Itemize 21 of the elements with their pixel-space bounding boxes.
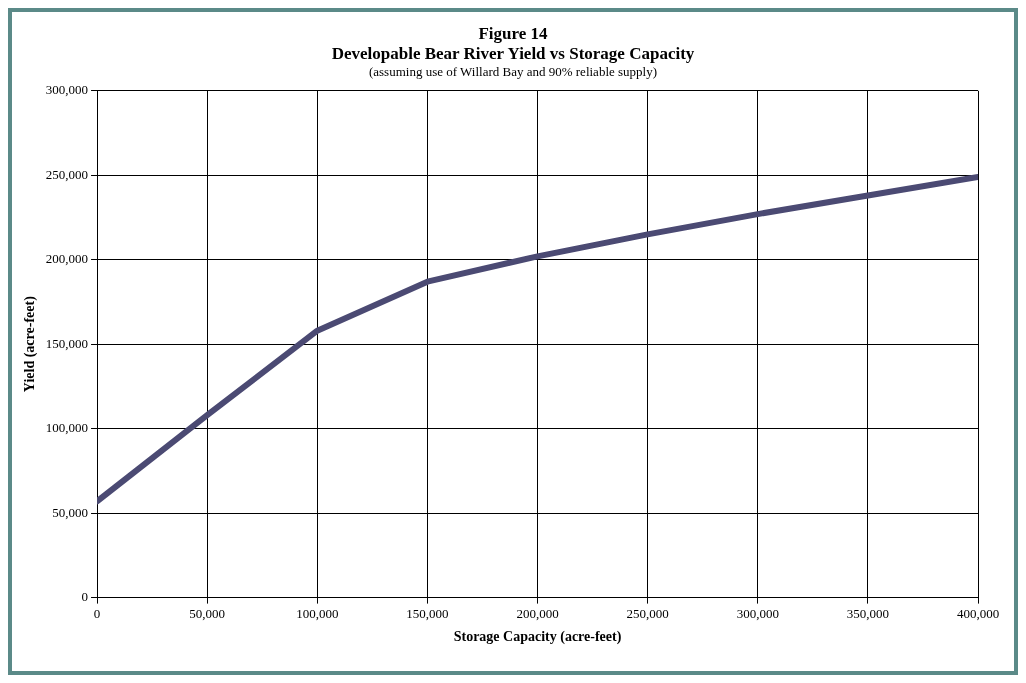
chart-title: Figure 14 (477, 24, 549, 44)
x-axis-title: Storage Capacity (acre-feet) (453, 629, 622, 646)
y-tick-label: 0 (81, 589, 89, 605)
x-tick-label: 250,000 (626, 605, 669, 621)
text: (assuming use of Willard Bay and 90% reliable supply) (367, 64, 659, 80)
x-tick-label: 150,000 (406, 605, 449, 621)
x-tick-label: 100,000 (296, 605, 339, 621)
x-tick-label: 0 (93, 605, 101, 621)
y-axis-title: Yield (acre-feet) (22, 295, 39, 393)
y-tick-label: 50,000 (52, 504, 89, 520)
x-tick-label: 400,000 (956, 605, 1000, 621)
x-tick-label: 300,000 (736, 605, 779, 621)
y-tick-label: 250,000 (45, 166, 89, 182)
x-tick-label: 350,000 (846, 605, 890, 621)
chart-subtitle: Developable Bear River Yield vs Storage Capacity (330, 44, 696, 64)
y-tick-label: 150,000 (45, 335, 89, 351)
y-tick-label: 200,000 (45, 251, 89, 267)
y-tick-label: 300,000 (45, 82, 89, 98)
y-tick-label: 100,000 (45, 420, 89, 436)
x-tick-label: 200,000 (516, 605, 559, 621)
x-tick-label: 50,000 (189, 605, 226, 621)
